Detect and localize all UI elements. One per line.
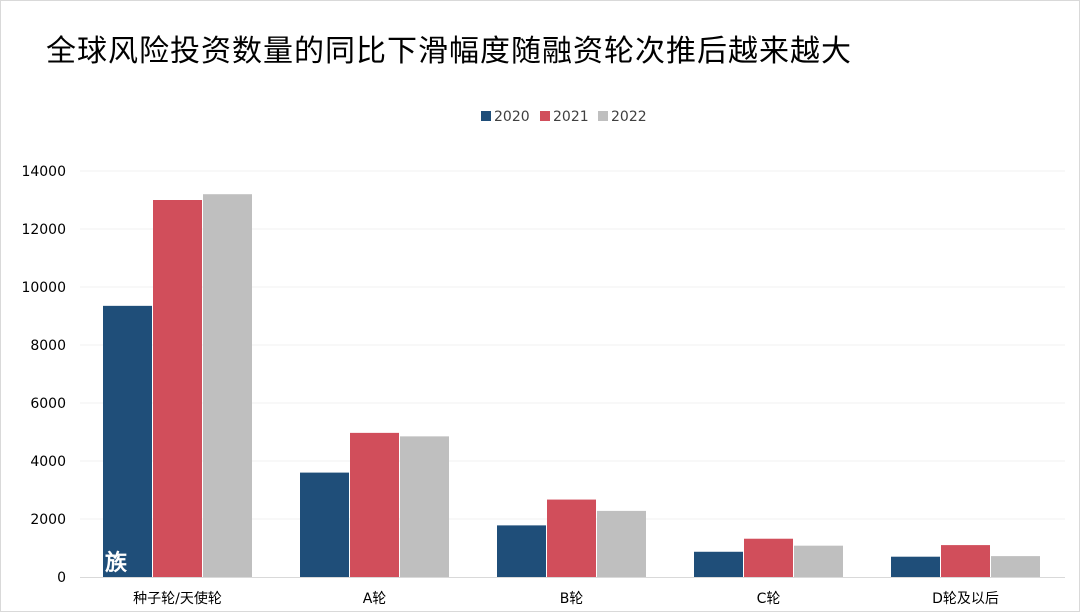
- legend-swatch-2022: [598, 111, 608, 121]
- y-tick-label: 0: [57, 570, 66, 586]
- y-tick-label: 10000: [21, 280, 66, 296]
- bar-2022-4: [991, 556, 1040, 577]
- bar-2022-3: [794, 545, 843, 577]
- legend-swatch-2021: [540, 111, 550, 121]
- chart-title: 全球风险投资数量的同比下滑幅度随融资轮次推后越来越大: [46, 34, 852, 69]
- bar-2022-2: [597, 510, 646, 577]
- y-tick-label: 12000: [21, 222, 66, 238]
- x-category-label: C轮: [757, 591, 781, 607]
- legend-label-2020: 2020: [494, 109, 530, 125]
- legend-label-2022: 2022: [611, 109, 647, 125]
- x-category-label: 种子轮/天使轮: [133, 590, 222, 607]
- y-tick-label: 14000: [21, 164, 66, 180]
- y-tick-label: 6000: [30, 396, 66, 412]
- x-category-label: B轮: [560, 591, 584, 607]
- bar-2020-0: [103, 305, 152, 577]
- legend-swatch-2020: [481, 111, 491, 121]
- bar-2021-0: [153, 200, 202, 577]
- bar-2021-4: [941, 545, 990, 577]
- bar-2021-3: [744, 538, 793, 577]
- bar-2021-2: [547, 499, 596, 577]
- watermark-text: 族: [105, 550, 128, 576]
- bar-2020-3: [694, 551, 743, 577]
- bar-2020-1: [300, 472, 349, 577]
- bar-2020-4: [891, 556, 940, 577]
- bar-2022-0: [203, 194, 252, 577]
- y-tick-label: 2000: [30, 512, 66, 528]
- bar-2020-2: [497, 525, 546, 577]
- y-tick-label: 4000: [30, 454, 66, 470]
- bar-2022-1: [400, 436, 449, 577]
- y-tick-label: 8000: [30, 338, 66, 354]
- legend-label-2021: 2021: [553, 109, 589, 125]
- bar-2021-1: [350, 432, 399, 577]
- x-category-label: A轮: [363, 591, 387, 607]
- x-category-label: D轮及以后: [932, 591, 999, 607]
